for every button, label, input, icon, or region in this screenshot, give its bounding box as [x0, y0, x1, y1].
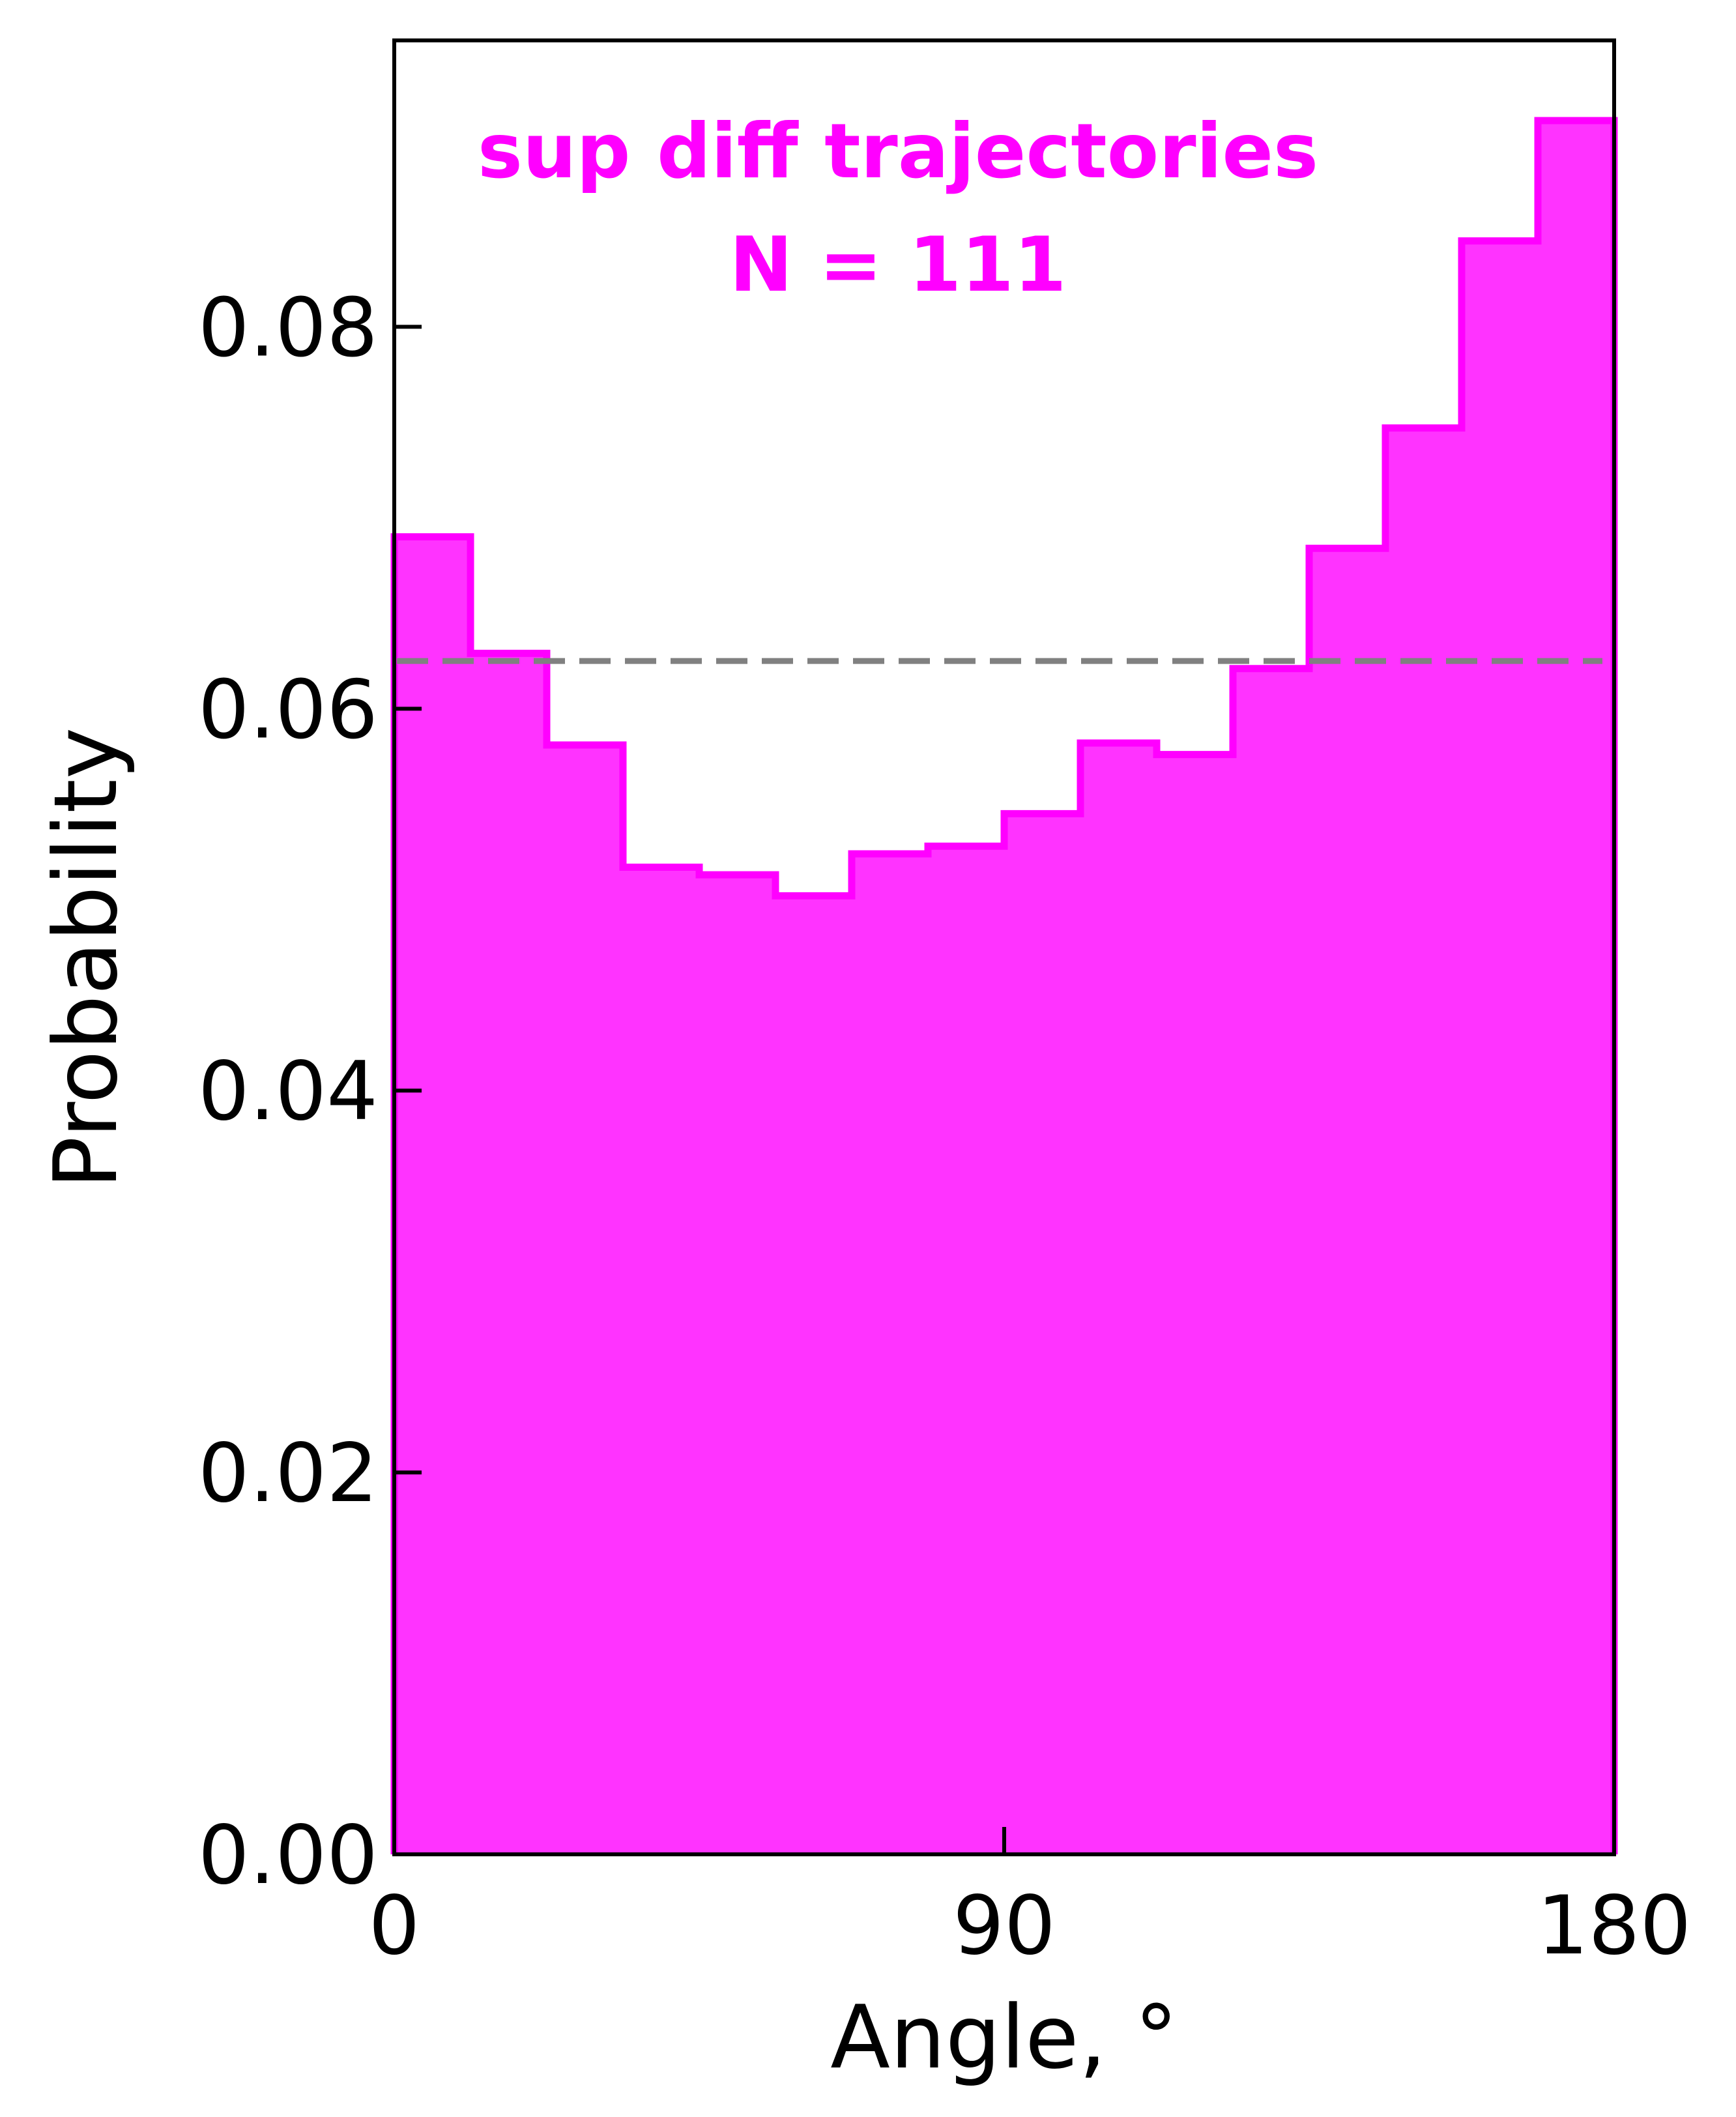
y-axis-label: Probability: [35, 727, 137, 1189]
y-tick-label: 0.04: [198, 1045, 378, 1139]
annotation-title: sup diff trajectories: [478, 108, 1318, 196]
histogram-bar: [1385, 428, 1462, 1855]
histogram-bar: [394, 536, 471, 1855]
histogram-bar: [928, 846, 1005, 1854]
histogram-bar: [1157, 754, 1234, 1854]
histogram-bar: [1309, 548, 1386, 1854]
y-tick-label: 0.02: [198, 1427, 378, 1521]
y-tick-label: 0.08: [198, 281, 378, 375]
y-tick-label: 0.00: [198, 1809, 378, 1903]
histogram-bar: [1233, 668, 1310, 1854]
histogram-bars: [394, 121, 1615, 1855]
x-tick-label: 0: [369, 1879, 420, 1973]
histogram-bar: [1462, 241, 1539, 1854]
x-axis-label: Angle, °: [830, 1987, 1178, 2088]
y-axis-ticks: 0.00 0.02 0.04 0.06 0.08: [198, 281, 422, 1903]
histogram-bar: [547, 744, 624, 1854]
x-tick-label: 90: [953, 1879, 1056, 1973]
histogram-bar: [1538, 121, 1615, 1855]
histogram-bar: [1080, 743, 1157, 1854]
histogram-bar: [623, 867, 700, 1854]
histogram-bar: [699, 875, 776, 1854]
histogram-step-outline: [390, 117, 1618, 1854]
histogram-bar: [775, 896, 852, 1854]
annotation-count: N = 111: [729, 221, 1066, 309]
histogram-bar: [1004, 813, 1081, 1854]
x-axis-ticks: 0 90 180: [369, 1827, 1692, 1973]
histogram-bar: [852, 853, 929, 1854]
y-tick-label: 0.06: [198, 663, 378, 757]
histogram-bar: [470, 653, 547, 1854]
x-tick-label: 180: [1537, 1879, 1692, 1973]
